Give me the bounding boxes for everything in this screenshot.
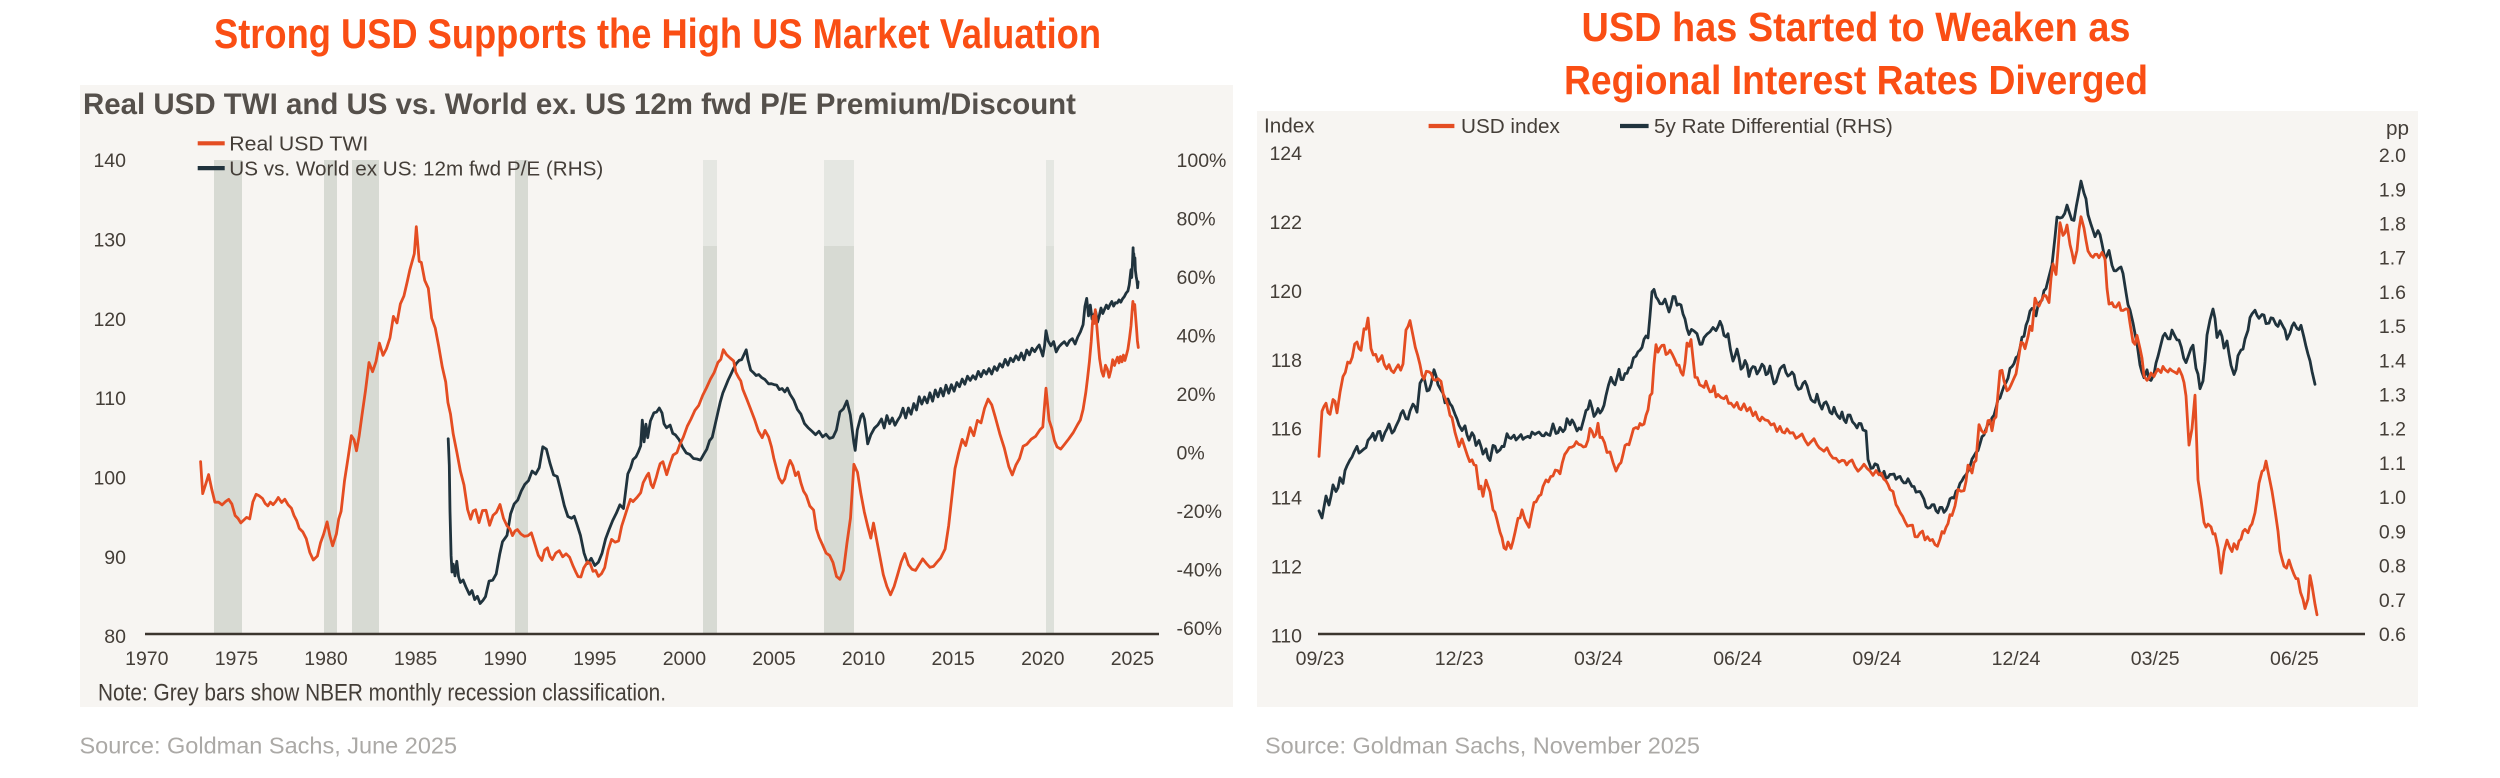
svg-text:1.7: 1.7 (2379, 248, 2406, 270)
svg-text:130: 130 (93, 230, 126, 252)
svg-text:110: 110 (1271, 626, 1302, 648)
svg-text:1.1: 1.1 (2379, 453, 2406, 475)
svg-text:USD has Started to Weaken as: USD has Started to Weaken as (1582, 4, 2131, 50)
svg-text:1990: 1990 (484, 648, 528, 670)
svg-text:09/23: 09/23 (1296, 648, 1345, 670)
svg-text:1975: 1975 (215, 648, 259, 670)
svg-text:0.6: 0.6 (2379, 624, 2406, 646)
svg-text:US vs. World ex US: 12m fwd P/: US vs. World ex US: 12m fwd P/E (RHS) (229, 157, 603, 180)
svg-text:06/24: 06/24 (1713, 648, 1762, 670)
svg-text:Note: Grey bars show NBER mont: Note: Grey bars show NBER monthly recess… (98, 680, 666, 707)
svg-text:1980: 1980 (304, 648, 348, 670)
svg-text:100%: 100% (1177, 150, 1227, 172)
svg-text:-60%: -60% (1177, 618, 1223, 640)
svg-text:1.4: 1.4 (2379, 350, 2406, 372)
svg-text:5y Rate Differential (RHS): 5y Rate Differential (RHS) (1654, 115, 1893, 138)
svg-text:Index: Index (1264, 114, 1315, 137)
svg-text:03/24: 03/24 (1574, 648, 1623, 670)
svg-text:2025: 2025 (1111, 648, 1155, 670)
svg-text:90: 90 (104, 547, 126, 569)
svg-text:Source: Goldman Sachs, Novembe: Source: Goldman Sachs, November 2025 (1265, 732, 1700, 758)
svg-text:1.0: 1.0 (2379, 487, 2406, 509)
svg-text:20%: 20% (1177, 384, 1216, 406)
svg-text:pp: pp (2386, 117, 2409, 140)
svg-text:124: 124 (1269, 143, 1302, 165)
svg-text:2015: 2015 (932, 648, 976, 670)
svg-text:Real USD TWI: Real USD TWI (229, 133, 368, 156)
svg-text:60%: 60% (1177, 267, 1216, 289)
svg-text:120: 120 (1269, 281, 1302, 303)
svg-text:1.9: 1.9 (2379, 179, 2406, 201)
svg-text:80: 80 (104, 626, 126, 648)
svg-text:Real USD TWI and US vs. World: Real USD TWI and US vs. World ex. US 12m… (83, 88, 1076, 121)
svg-text:1970: 1970 (125, 648, 169, 670)
svg-text:Source: Goldman Sachs, June 20: Source: Goldman Sachs, June 2025 (80, 732, 458, 758)
svg-text:1.3: 1.3 (2379, 385, 2406, 407)
svg-text:116: 116 (1271, 419, 1302, 441)
svg-text:2000: 2000 (663, 648, 707, 670)
svg-text:2.0: 2.0 (2379, 145, 2406, 167)
svg-text:2010: 2010 (842, 648, 886, 670)
svg-text:-20%: -20% (1177, 501, 1223, 523)
svg-text:0.7: 0.7 (2379, 590, 2406, 612)
svg-text:40%: 40% (1177, 326, 1216, 348)
svg-text:1.5: 1.5 (2379, 316, 2406, 338)
svg-text:1.2: 1.2 (2379, 419, 2406, 441)
svg-text:0.8: 0.8 (2379, 556, 2406, 578)
svg-text:120: 120 (93, 309, 126, 331)
svg-text:80%: 80% (1177, 209, 1216, 231)
svg-text:100: 100 (93, 468, 126, 490)
svg-text:12/24: 12/24 (1992, 648, 2041, 670)
svg-text:Regional Interest Rates Diverg: Regional Interest Rates Diverged (1564, 57, 2148, 103)
svg-text:1.6: 1.6 (2379, 282, 2406, 304)
svg-text:1.8: 1.8 (2379, 213, 2406, 235)
svg-text:09/24: 09/24 (1852, 648, 1901, 670)
svg-text:-40%: -40% (1177, 560, 1223, 582)
svg-text:03/25: 03/25 (2131, 648, 2180, 670)
svg-text:140: 140 (93, 150, 126, 172)
svg-text:110: 110 (95, 388, 126, 410)
svg-text:0.9: 0.9 (2379, 521, 2406, 543)
svg-text:114: 114 (1271, 488, 1302, 510)
svg-text:USD index: USD index (1461, 115, 1561, 138)
svg-text:2005: 2005 (752, 648, 796, 670)
svg-text:12/23: 12/23 (1435, 648, 1484, 670)
svg-text:122: 122 (1269, 212, 1302, 234)
svg-text:1985: 1985 (394, 648, 438, 670)
svg-text:1995: 1995 (573, 648, 617, 670)
svg-text:118: 118 (1271, 350, 1302, 372)
svg-text:2020: 2020 (1021, 648, 1065, 670)
svg-text:Strong USD Supports the High U: Strong USD Supports the High US Market V… (214, 10, 1101, 57)
svg-text:0%: 0% (1177, 443, 1205, 465)
svg-text:06/25: 06/25 (2270, 648, 2319, 670)
svg-text:112: 112 (1271, 557, 1302, 579)
